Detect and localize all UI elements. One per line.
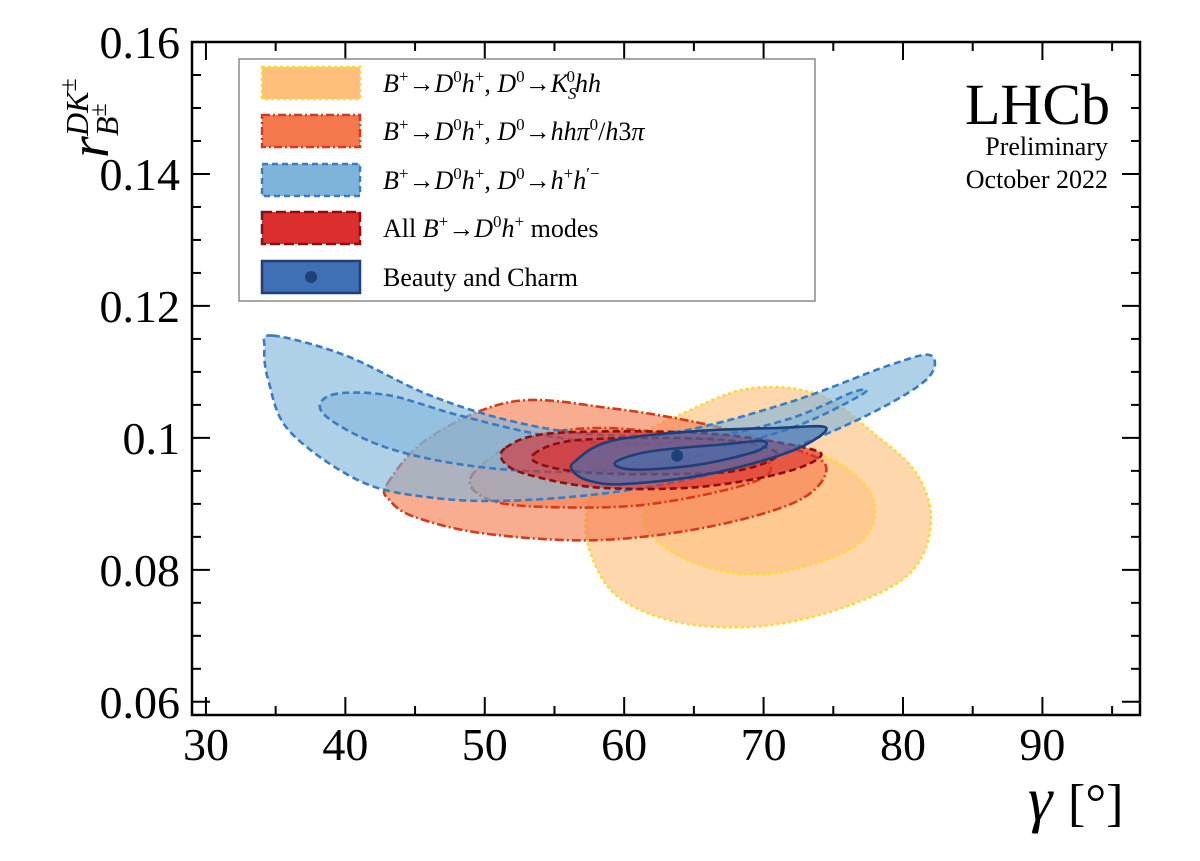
- series-beauty-charm: [569, 424, 828, 486]
- y-tick-label: 0.14: [100, 149, 181, 200]
- contour-layer: [262, 334, 937, 629]
- y-axis-ticks: [192, 41, 1140, 703]
- x-tick-label: 80: [880, 719, 926, 770]
- legend-swatch-kshh: [260, 65, 362, 101]
- y-axis-title: r DK± B±: [56, 78, 125, 158]
- legend-swatch-hhpi0: [260, 113, 362, 149]
- experiment-stamp: LHCb Preliminary October 2022: [965, 72, 1110, 194]
- x-tick-label: 60: [601, 719, 647, 770]
- y-axis-title-main: r: [59, 136, 121, 158]
- x-tick-label: 40: [322, 719, 368, 770]
- series-hh: [262, 334, 937, 503]
- contour-beauty-charm-inner: [613, 439, 768, 472]
- y-axis-tick-labels: 0.06 0.08 0.1 0.12 0.14 0.16: [100, 17, 181, 728]
- status-label: Preliminary: [985, 132, 1108, 161]
- y-tick-label: 0.16: [100, 17, 181, 68]
- contour-hh-inner: [318, 388, 868, 474]
- legend-label-hh: B+→D0h+, D0→h+h′−: [383, 164, 600, 195]
- legend-best-fit-marker: [305, 271, 317, 283]
- legend-label-hhpi0: B+→D0h+, D0→hhπ0/h3π: [383, 115, 645, 146]
- y-tick-label: 0.06: [100, 677, 181, 728]
- x-axis-tick-labels: 30 40 50 60 70 80 90: [183, 719, 1065, 770]
- legend-swatch-all: [260, 210, 362, 246]
- x-axis-title-symbol: γ: [1028, 766, 1054, 834]
- legend-label-beauty-charm: Beauty and Charm: [383, 263, 578, 292]
- best-fit-point: [671, 449, 684, 462]
- legend-label-all: All B+→D0h+ modes: [383, 212, 598, 243]
- legend-label-kshh: B+→D0h+, D0→KS0hh: [383, 67, 601, 103]
- x-tick-label: 90: [1019, 719, 1065, 770]
- y-tick-label: 0.08: [100, 545, 181, 596]
- x-tick-label: 70: [741, 719, 787, 770]
- contour-hh-outer: [262, 334, 937, 503]
- plot-frame: [190, 40, 1142, 717]
- x-tick-label: 50: [462, 719, 508, 770]
- x-axis-title-unit: [°]: [1068, 775, 1123, 832]
- experiment-name: LHCb: [965, 72, 1110, 137]
- y-axis-title-subscript: B±: [86, 103, 125, 136]
- x-axis-ticks: [204, 42, 1114, 715]
- legend-swatch-hh: [260, 162, 362, 198]
- legend: B+→D0h+, D0→KS0hh B+→D0h+, D0→hhπ0/h3π B…: [238, 58, 816, 302]
- date-label: October 2022: [966, 165, 1108, 194]
- y-axis-title-superscript: DK±: [56, 78, 95, 137]
- y-tick-label: 0.1: [123, 413, 181, 464]
- x-axis-title: γ [°]: [1028, 766, 1123, 834]
- x-tick-label: 30: [183, 719, 229, 770]
- y-tick-label: 0.12: [100, 281, 181, 332]
